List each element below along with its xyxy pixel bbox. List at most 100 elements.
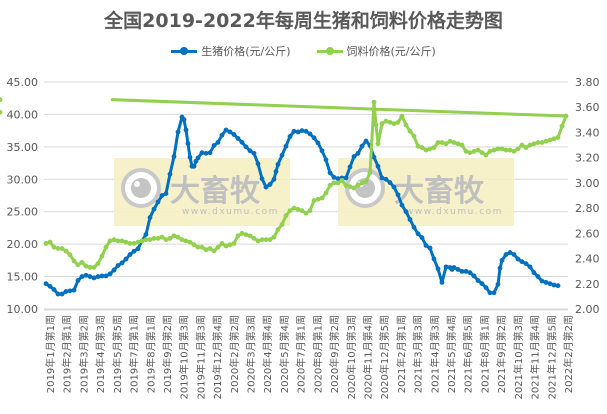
data-point[interactable] [203,150,209,156]
data-point[interactable] [159,193,165,198]
data-point[interactable] [71,287,77,293]
data-point[interactable] [111,267,117,273]
data-point[interactable] [63,248,69,254]
data-point[interactable] [519,259,525,265]
data-point[interactable] [439,140,445,145]
data-point[interactable] [51,244,57,250]
data-point[interactable] [139,238,145,244]
data-point[interactable] [171,233,177,239]
data-point[interactable] [127,252,133,257]
data-point[interactable] [239,230,245,236]
data-point[interactable] [235,233,241,239]
legend-item-hog-price[interactable]: 生猪价格(元/公斤) [171,43,291,59]
data-point[interactable] [203,247,209,253]
data-point[interactable] [315,140,321,146]
data-point[interactable] [363,138,369,144]
data-point[interactable] [391,184,397,190]
data-point[interactable] [83,272,89,278]
data-point[interactable] [415,143,421,149]
data-point[interactable] [323,190,329,196]
data-point[interactable] [523,145,529,150]
data-point[interactable] [455,141,461,147]
data-point[interactable] [95,261,101,266]
data-point[interactable] [311,135,317,141]
data-point[interactable] [335,180,341,186]
data-point[interactable] [143,232,149,237]
data-point[interactable] [51,287,57,292]
data-point[interactable] [515,146,521,152]
data-point[interactable] [183,238,189,244]
data-point[interactable] [291,128,297,134]
data-point[interactable] [271,176,277,182]
data-point[interactable] [255,161,261,167]
data-point[interactable] [387,180,393,185]
data-point[interactable] [43,281,49,287]
data-point[interactable] [119,260,125,266]
data-point[interactable] [343,183,349,188]
data-point[interactable] [179,237,185,243]
data-point[interactable] [403,122,409,128]
data-point[interactable] [103,273,109,279]
data-point[interactable] [507,147,513,153]
data-point[interactable] [87,274,93,279]
data-point[interactable] [0,97,3,103]
data-point[interactable] [539,140,545,145]
data-point[interactable] [275,227,281,232]
data-point[interactable] [475,147,481,153]
data-point[interactable] [515,256,521,262]
data-point[interactable] [283,143,289,149]
data-point[interactable] [471,273,477,279]
data-point[interactable] [423,243,429,248]
data-point[interactable] [359,143,365,149]
data-point[interactable] [151,235,157,241]
data-point[interactable] [127,241,133,246]
data-point[interactable] [503,147,509,153]
data-point[interactable] [59,246,65,251]
data-point[interactable] [131,241,137,246]
data-point[interactable] [279,222,285,227]
data-point[interactable] [443,264,449,270]
data-point[interactable] [491,147,497,153]
data-point[interactable] [351,154,357,159]
data-point[interactable] [563,113,569,119]
data-point[interactable] [103,244,109,250]
data-point[interactable] [455,267,461,272]
data-point[interactable] [371,154,377,160]
data-point[interactable] [487,290,493,296]
data-point[interactable] [267,237,273,243]
data-point[interactable] [123,239,129,245]
data-point[interactable] [543,138,549,144]
data-point[interactable] [75,262,81,268]
data-point[interactable] [115,263,121,268]
data-point[interactable] [527,264,533,270]
data-point[interactable] [355,183,361,188]
data-point[interactable] [107,271,113,277]
data-point[interactable] [223,127,229,133]
data-point[interactable] [263,184,269,190]
data-point[interactable] [115,238,121,244]
data-point[interactable] [427,146,433,152]
data-point[interactable] [539,278,545,284]
data-point[interactable] [75,278,81,283]
data-point[interactable] [175,129,181,135]
data-point[interactable] [123,256,129,262]
data-point[interactable] [451,265,457,270]
data-point[interactable] [499,146,505,152]
data-point[interactable] [279,152,285,158]
data-point[interactable] [219,241,225,246]
data-point[interactable] [343,175,349,181]
data-point[interactable] [47,283,53,289]
data-point[interactable] [175,234,181,240]
data-point[interactable] [319,148,325,154]
data-point[interactable] [163,237,169,243]
data-point[interactable] [471,148,477,154]
data-point[interactable] [171,154,177,159]
data-point[interactable] [67,288,73,294]
data-point[interactable] [383,118,389,124]
data-point[interactable] [447,138,453,144]
data-point[interactable] [163,191,169,196]
data-point[interactable] [231,132,237,137]
data-point[interactable] [555,283,561,289]
data-point[interactable] [243,232,249,237]
data-point[interactable] [247,148,253,154]
